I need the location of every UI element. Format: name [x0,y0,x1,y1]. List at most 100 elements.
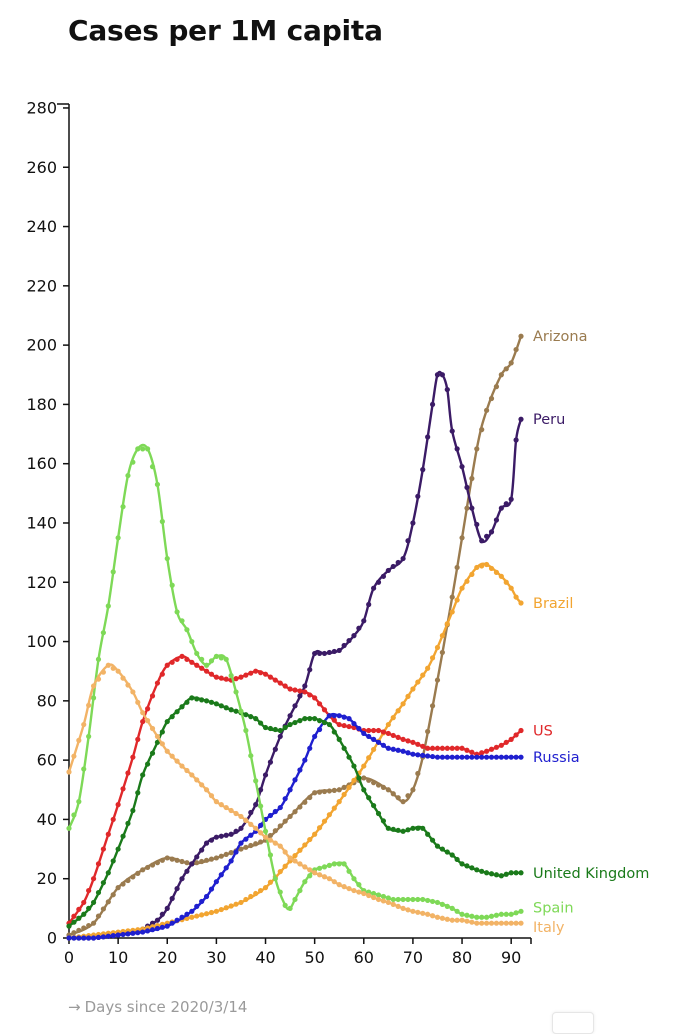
data-point [248,670,254,676]
data-point [267,812,274,819]
data-point [194,854,200,860]
data-point [439,846,445,852]
series-label: US [533,723,553,739]
data-point [361,890,367,897]
data-point [331,729,337,735]
data-point [81,911,87,917]
y-tick-label: 180 [26,395,57,414]
data-point [238,840,244,846]
data-point [199,912,205,918]
data-point [459,585,465,591]
data-point [469,475,475,482]
data-point [258,803,264,809]
data-point [189,695,195,701]
data-point [380,729,387,735]
data-point [479,868,485,874]
data-point [115,846,121,852]
data-point [233,901,239,907]
data-point [336,647,342,654]
data-point [149,464,156,470]
x-axis-caption: → Days since 2020/3/14 [68,998,247,1016]
data-point [100,880,106,886]
data-point [371,890,377,897]
data-point [297,718,303,724]
data-point [115,885,121,891]
data-point [120,881,126,887]
scroll-button[interactable] [552,1012,594,1034]
data-point [149,693,156,699]
data-point [459,754,465,760]
data-point [253,802,259,808]
data-point [100,846,106,852]
line-chart: 0 20 40 60 80 100 120 140 160 180 200 220 240 260 280 0… [26,98,649,967]
x-axis-caption-text: Days since 2020/3/14 [84,998,248,1016]
data-point [341,642,347,649]
data-point [371,780,377,786]
data-point [203,662,210,668]
data-point [366,795,372,801]
data-point [95,913,102,919]
data-point [184,656,190,662]
data-point [218,703,224,709]
data-point [164,555,170,562]
data-point [405,738,411,744]
data-point [518,333,524,339]
data-point [459,535,465,541]
data-point [169,753,175,759]
data-point [248,809,254,816]
data-point [105,603,111,609]
data-point [253,668,259,674]
data-point [429,898,436,905]
data-point [76,927,82,933]
data-point [341,745,347,751]
data-point [508,870,514,876]
data-point [444,386,450,393]
data-point [159,911,165,917]
data-point [218,872,224,878]
data-point [130,874,136,880]
data-point [508,736,514,742]
data-point [184,627,190,633]
data-point [395,896,401,903]
data-point [493,912,500,918]
data-point [503,501,509,507]
data-point [395,734,401,741]
x-tick-label: 50 [304,948,324,967]
data-point [307,716,313,722]
data-point [272,726,278,733]
data-point [169,856,175,862]
data-point [262,671,269,677]
data-point [400,736,406,742]
data-point [429,837,436,843]
data-point [159,857,165,863]
data-point [439,754,445,760]
data-point [385,567,391,574]
data-point [145,761,151,767]
data-point [434,914,441,920]
data-point [459,861,465,867]
data-point [307,745,313,751]
data-point [164,855,170,861]
data-point [213,799,219,805]
data-point [375,892,382,898]
data-point [390,791,396,797]
data-point [415,493,421,499]
data-point [410,908,416,914]
data-point [479,538,485,544]
data-point [400,799,406,805]
data-point [203,787,210,793]
data-point [375,810,382,817]
data-point [518,600,524,606]
data-point [169,582,175,588]
data-point [326,713,332,719]
series-label: United Kingdom [533,866,649,882]
data-point [444,621,450,627]
y-tick-label: 100 [26,632,57,651]
data-point [493,569,500,575]
data-point [385,730,391,737]
data-point [361,775,367,781]
data-point [154,733,161,740]
data-point [405,693,411,700]
data-point [371,727,377,734]
data-point [66,825,72,831]
